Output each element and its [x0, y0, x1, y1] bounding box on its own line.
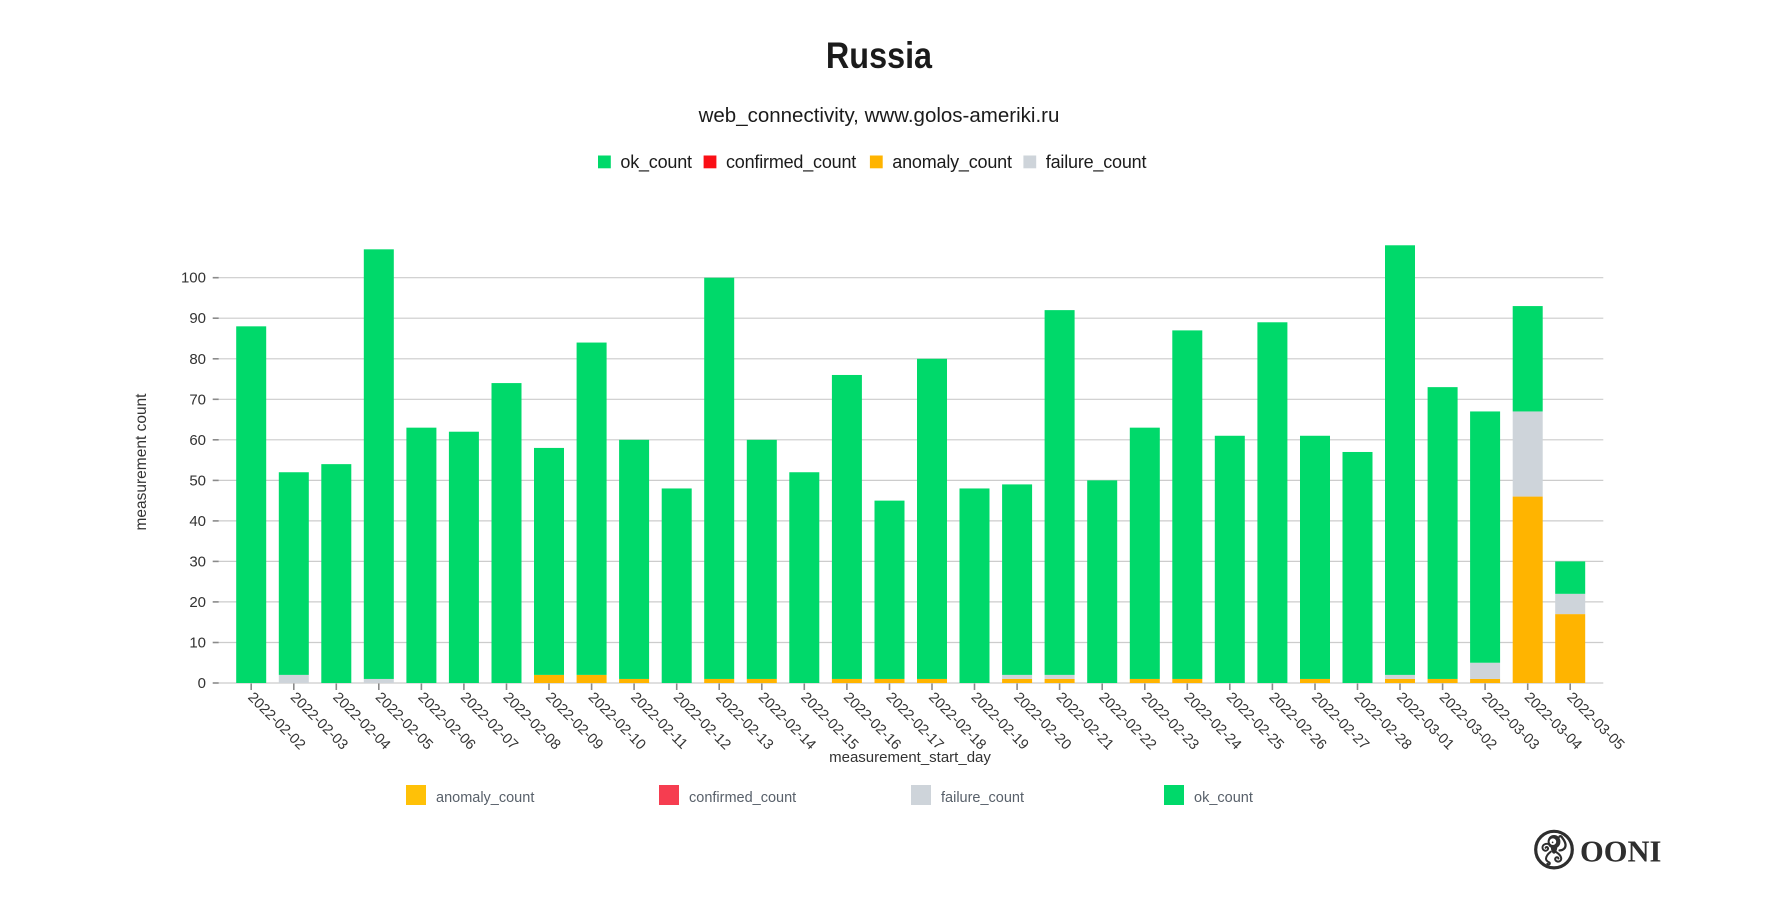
svg-text:measurement_start_day: measurement_start_day — [829, 749, 991, 766]
svg-text:40: 40 — [189, 513, 206, 530]
svg-text:100: 100 — [181, 270, 206, 287]
svg-text:failure_count: failure_count — [941, 790, 1024, 806]
svg-text:90: 90 — [189, 310, 206, 327]
svg-text:measurement count: measurement count — [133, 393, 150, 531]
svg-text:anomaly_count: anomaly_count — [436, 790, 534, 806]
svg-text:failure_count: failure_count — [1046, 152, 1147, 173]
svg-text:confirmed_count: confirmed_count — [726, 152, 856, 173]
svg-text:70: 70 — [189, 391, 206, 408]
svg-text:OONI: OONI — [1580, 835, 1661, 869]
svg-text:50: 50 — [189, 472, 206, 489]
svg-text:20: 20 — [189, 594, 206, 611]
svg-text:30: 30 — [189, 553, 206, 570]
svg-text:10: 10 — [189, 635, 206, 652]
svg-text:ok_count: ok_count — [620, 152, 692, 173]
svg-text:confirmed_count: confirmed_count — [689, 790, 796, 806]
svg-text:web_connectivity, www.golos-am: web_connectivity, www.golos-ameriki.ru — [698, 104, 1060, 127]
svg-text:80: 80 — [189, 351, 206, 368]
svg-text:anomaly_count: anomaly_count — [892, 152, 1012, 173]
svg-text:60: 60 — [189, 432, 206, 449]
svg-text:ok_count: ok_count — [1194, 790, 1253, 806]
svg-text:0: 0 — [198, 675, 206, 692]
svg-text:Russia: Russia — [826, 36, 933, 76]
